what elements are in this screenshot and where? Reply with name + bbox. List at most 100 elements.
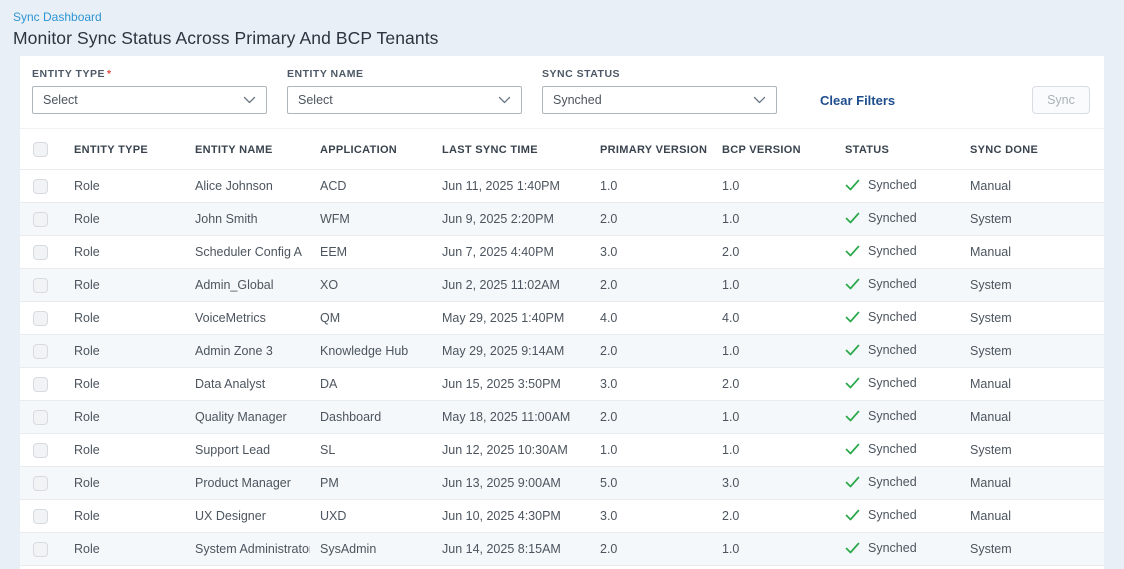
cell-primary-version: 3.0 — [590, 367, 712, 401]
cell-application: Dashboard — [310, 400, 432, 434]
table-row: Role System Administrator SysAdmin Jun 14, … — [20, 532, 1104, 566]
cell-sync-done: System — [960, 433, 1104, 467]
cell-entity-name: UX Designer — [185, 499, 310, 533]
status-label: Synched — [868, 244, 917, 258]
cell-application: XO — [310, 268, 432, 302]
cell-last-sync-time: Jun 15, 2025 3:50PM — [432, 367, 590, 401]
cell-entity-name: Quality Manager — [185, 400, 310, 434]
status-badge: Synched — [845, 244, 917, 258]
chevron-down-icon — [498, 96, 511, 104]
row-checkbox[interactable] — [33, 310, 48, 326]
cell-sync-done: System — [960, 334, 1104, 368]
cell-entity-name: Admin Zone 3 — [185, 334, 310, 368]
status-label: Synched — [868, 343, 917, 357]
cell-sync-done: System — [960, 565, 1104, 569]
cell-last-sync-time: Jun 10, 2025 4:30PM — [432, 499, 590, 533]
table-row: Role Alice Johnson ACD Jun 11, 2025 1:40PM 1… — [20, 169, 1104, 203]
status-label: Synched — [868, 508, 917, 522]
row-checkbox[interactable] — [33, 409, 48, 425]
cell-sync-done: Manual — [960, 169, 1104, 203]
status-badge: Synched — [845, 211, 917, 225]
row-checkbox[interactable] — [33, 211, 48, 227]
sync-status-select[interactable]: Synched — [542, 86, 777, 114]
status-label: Synched — [868, 376, 917, 390]
cell-entity-name: Data Analyst — [185, 367, 310, 401]
cell-bcp-version: 1.0 — [712, 400, 835, 434]
cell-primary-version: 4.0 — [590, 565, 712, 569]
status-label: Synched — [868, 409, 917, 423]
sync-status-select-value: Synched — [553, 93, 602, 107]
cell-entity-type: Role — [64, 235, 185, 269]
synched-check-icon — [845, 443, 860, 455]
table-row: Role Scheduler Config A EEM Jun 7, 2025 4:4… — [20, 235, 1104, 269]
cell-primary-version: 1.0 — [590, 433, 712, 467]
row-checkbox[interactable] — [33, 508, 48, 524]
cell-primary-version: 5.0 — [590, 466, 712, 500]
status-label: Synched — [868, 310, 917, 324]
clear-filters-link[interactable]: Clear Filters — [820, 93, 896, 108]
cell-entity-type: Role — [64, 268, 185, 302]
table-row: Role Product Manager PM Jun 13, 2025 9:00AM… — [20, 466, 1104, 500]
cell-status: Synched — [835, 367, 960, 401]
select-all-checkbox[interactable] — [33, 142, 48, 157]
row-checkbox[interactable] — [33, 442, 48, 458]
status-label: Synched — [868, 541, 917, 555]
row-checkbox[interactable] — [33, 244, 48, 260]
sync-button[interactable]: Sync — [1032, 86, 1090, 114]
table-row: Role Support Lead SL Jun 12, 2025 10:30AM 1.… — [20, 433, 1104, 467]
cell-status: Synched — [835, 268, 960, 302]
cell-application: UXD — [310, 499, 432, 533]
cell-application: DA — [310, 367, 432, 401]
row-checkbox[interactable] — [33, 376, 48, 392]
status-label: Synched — [868, 178, 917, 192]
cell-sync-done: System — [960, 301, 1104, 335]
row-checkbox[interactable] — [33, 475, 48, 491]
cell-status: Synched — [835, 433, 960, 467]
cell-last-sync-time: Jun 2, 2025 11:02AM — [432, 268, 590, 302]
entity-type-select-value: Select — [43, 93, 78, 107]
status-badge: Synched — [845, 442, 917, 456]
cell-application: QM — [310, 301, 432, 335]
status-badge: Synched — [845, 277, 917, 291]
row-checkbox[interactable] — [33, 277, 48, 293]
synched-check-icon — [845, 344, 860, 356]
cell-last-sync-time: Jun 9, 2025 2:20PM — [432, 202, 590, 236]
cell-entity-name: John Smith — [185, 202, 310, 236]
cell-primary-version: 2.0 — [590, 532, 712, 566]
cell-status: Synched — [835, 400, 960, 434]
cell-status: Synched — [835, 202, 960, 236]
content-panel: Entity Type * Select Entity Name Select S… — [20, 56, 1104, 569]
row-checkbox[interactable] — [33, 541, 48, 557]
cell-last-sync-time: May 29, 2025 9:14AM — [432, 334, 590, 368]
status-badge: Synched — [845, 541, 917, 555]
cell-entity-type: Role — [64, 334, 185, 368]
table-row: Role Admin_Global XO Jun 2, 2025 11:02AM 2.0… — [20, 268, 1104, 302]
row-checkbox[interactable] — [33, 178, 48, 194]
cell-bcp-version: 3.0 — [712, 565, 835, 569]
synched-check-icon — [845, 212, 860, 224]
cell-status: Synched — [835, 466, 960, 500]
status-badge: Synched — [845, 475, 917, 489]
cell-application: DevOps — [310, 565, 432, 569]
cell-entity-name: DevOps Engineer — [185, 565, 310, 569]
column-header-status: Status — [835, 128, 960, 170]
cell-entity-name: System Administrator — [185, 532, 310, 566]
breadcrumb-sync-dashboard[interactable]: Sync Dashboard — [13, 10, 102, 24]
cell-sync-done: Manual — [960, 466, 1104, 500]
table-row: Role John Smith WFM Jun 9, 2025 2:20PM 2.0 1.… — [20, 202, 1104, 236]
cell-last-sync-time: Jun 16, 2025 2:00PM — [432, 565, 590, 569]
cell-sync-done: Manual — [960, 367, 1104, 401]
entity-name-select[interactable]: Select — [287, 86, 522, 114]
column-header-last-sync-time: Last Sync Time — [432, 128, 590, 170]
row-checkbox[interactable] — [33, 343, 48, 359]
cell-entity-type: Role — [64, 169, 185, 203]
cell-status: Synched — [835, 532, 960, 566]
chevron-down-icon — [753, 96, 766, 104]
cell-entity-type: Role — [64, 400, 185, 434]
cell-last-sync-time: Jun 14, 2025 8:15AM — [432, 532, 590, 566]
cell-last-sync-time: May 29, 2025 1:40PM — [432, 301, 590, 335]
filter-entity-type: Entity Type * Select — [32, 68, 267, 114]
status-label: Synched — [868, 211, 917, 225]
entity-type-select[interactable]: Select — [32, 86, 267, 114]
